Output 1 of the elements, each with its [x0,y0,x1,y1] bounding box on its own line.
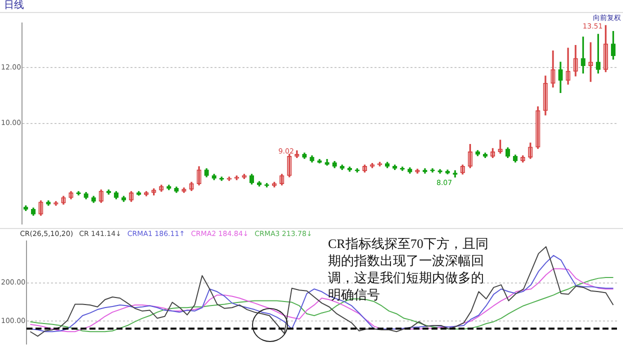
chart-title: 日线 [4,0,24,11]
